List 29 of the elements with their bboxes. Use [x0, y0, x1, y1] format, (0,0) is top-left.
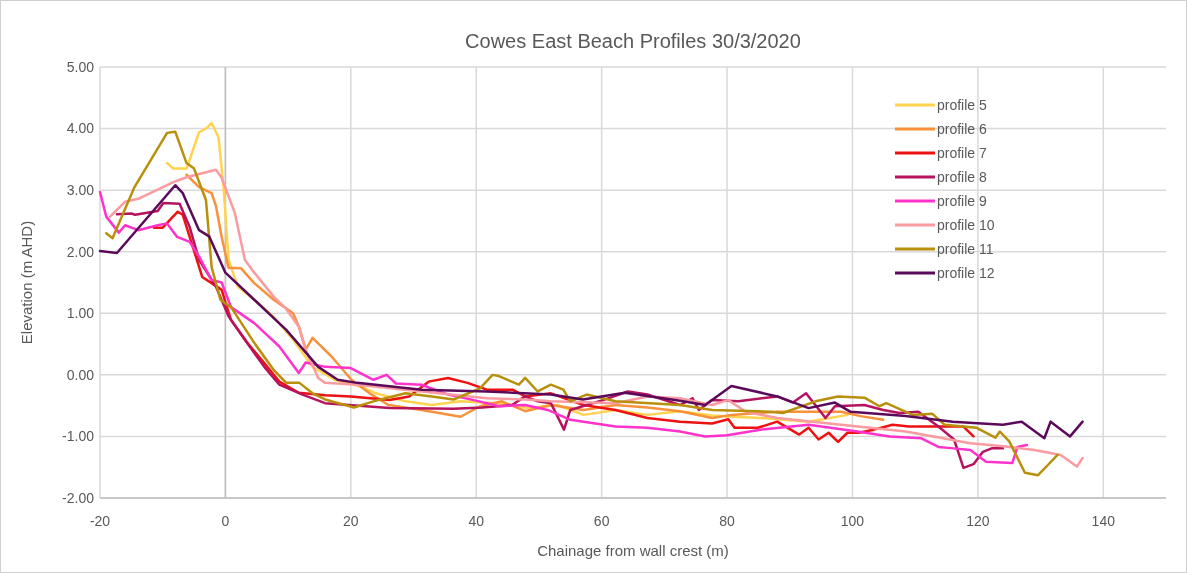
- y-tick-label: 2.00: [66, 243, 95, 260]
- y-tick-label: 5.00: [66, 58, 95, 75]
- legend-label: profile 6: [937, 120, 988, 137]
- x-tick-label: 40: [468, 513, 485, 529]
- x-tick-label: 140: [1091, 513, 1116, 529]
- y-tick-label: 3.00: [66, 182, 95, 199]
- y-axis-title: Elevation (m AHD): [18, 220, 35, 345]
- x-axis-title: Chainage from wall crest (m): [537, 542, 729, 559]
- x-tick-label: 20: [343, 513, 359, 529]
- legend-label: profile 7: [937, 144, 988, 161]
- legend-label: profile 11: [937, 240, 994, 257]
- legend-label: profile 9: [937, 192, 988, 209]
- x-tick-label: 100: [840, 513, 865, 529]
- y-tick-label: -1.00: [62, 428, 95, 445]
- y-tick-label: 0.00: [66, 366, 95, 383]
- legend-label: profile 12: [937, 264, 995, 281]
- x-tick-label: -20: [89, 513, 111, 529]
- x-tick-label: 80: [719, 513, 736, 529]
- x-tick-label: 60: [593, 513, 610, 529]
- y-tick-label: 1.00: [66, 305, 95, 322]
- y-tick-label: -2.00: [62, 489, 95, 506]
- x-tick-label: 120: [966, 513, 990, 529]
- legend-label: profile 10: [937, 216, 995, 233]
- x-tick-label: 0: [221, 513, 230, 529]
- line-series: [98, 183, 1084, 440]
- legend-label: profile 8: [937, 168, 988, 185]
- chart-title: Cowes East Beach Profiles 30/3/2020: [465, 30, 801, 52]
- y-tick-label: 4.00: [66, 120, 95, 137]
- legend-label: profile 5: [937, 96, 988, 113]
